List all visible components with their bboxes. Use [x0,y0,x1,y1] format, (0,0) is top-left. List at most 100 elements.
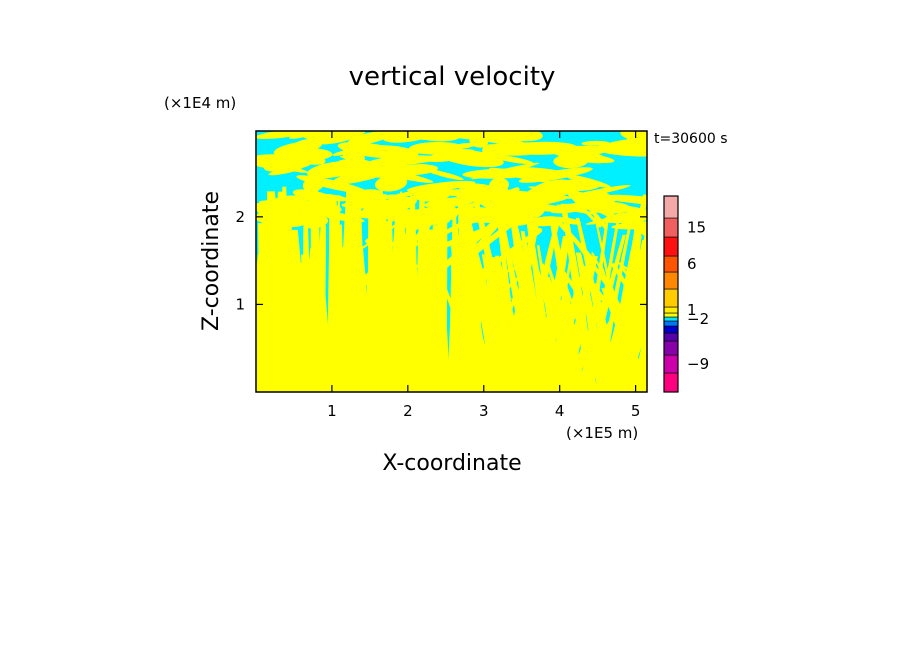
positive-cell [288,131,318,139]
positive-band [477,227,543,278]
x-tick-label: 2 [403,402,413,420]
positive-band [405,198,445,237]
positive-cell [462,168,536,179]
positive-cell [413,188,451,202]
colorbar-swatch [663,195,679,219]
colorbar-swatch [663,312,679,318]
positive-streak [404,209,417,392]
plot-area [255,130,648,393]
positive-cell [617,136,647,151]
positive-band [461,203,536,264]
positive-streak [517,326,544,392]
colorbar-swatch [663,306,679,314]
positive-cell [604,194,647,205]
positive-band [574,274,647,338]
positive-cell [600,148,647,157]
positive-band [556,262,599,324]
x-axis-title: X-coordinate [382,451,521,476]
positive-cell [545,144,608,164]
positive-cell [273,141,319,156]
positive-band [615,260,647,285]
positive-streak [369,268,381,392]
positive-streak [608,230,642,392]
positive-band [574,239,614,293]
positive-cell [563,174,611,188]
colorbar-swatch [663,320,679,327]
positive-streak [471,247,511,392]
colorbar-swatch [663,217,679,238]
colorbar-label: 15 [687,219,706,237]
positive-streak [469,201,495,392]
positive-cell [382,131,437,143]
positive-streak [549,281,583,392]
positive-band [452,273,524,337]
positive-cell [444,131,479,139]
time-label: t=30600 s [654,131,728,147]
positive-cell [302,177,324,192]
positive-streak [518,216,561,392]
colorbar-swatch [663,372,679,393]
positive-band [455,277,500,343]
positive-band [628,208,647,221]
positive-streak [543,300,577,392]
y-tick-label: 1 [235,295,245,313]
positive-cell [489,154,534,165]
colorbar-label: 1 [687,301,697,319]
x-tick-label: 4 [555,402,565,420]
x-unit-label: (×1E5 m) [566,424,638,442]
positive-cell [315,131,342,144]
positive-cell [317,193,349,202]
positive-cell [489,142,553,156]
positive-band [619,265,647,302]
colorbar-label: −2 [687,310,709,328]
positive-streak [634,322,647,392]
y-tick-label: 2 [235,208,245,226]
positive-cell [425,169,464,181]
positive-cell [263,151,318,172]
positive-cell [366,144,387,153]
positive-streak [589,197,631,392]
velocity-field [256,131,647,392]
colorbar-swatch [663,340,679,356]
positive-band [611,263,644,311]
x-tick-label: 3 [479,402,489,420]
positive-band [390,207,448,247]
colorbar-swatch [663,288,679,308]
positive-cell [339,155,401,172]
positive-band [591,252,623,310]
positive-cell [329,182,347,190]
positive-band [384,258,415,315]
positive-streak [437,249,448,392]
colorbar-label: 6 [687,255,697,273]
y-axis-ticks: 12 [235,208,647,313]
positive-streak [582,329,609,392]
positive-band [389,211,441,269]
positive-band [431,216,502,278]
positive-band [559,184,602,228]
colorbar-swatch [663,316,679,322]
colorbar: 15 6 1−2 −9 [663,195,709,393]
positive-band [447,187,520,216]
positive-streak [313,225,326,392]
positive-band [431,231,466,258]
positive-band [435,212,480,240]
chart-title: vertical velocity [349,62,556,92]
x-axis-ticks: 1 2 3 4 5 [327,131,640,420]
positive-cell [426,149,476,163]
positive-cell [347,131,392,146]
colorbar-swatch [663,332,679,342]
positive-band [365,199,415,244]
y-axis-title: Z-coordinate [199,191,224,331]
positive-cell [332,164,398,185]
positive-streak [302,218,312,392]
positive-band [474,260,537,283]
x-tick-label: 5 [631,402,641,420]
colorbar-label: −9 [687,355,709,373]
positive-streak [257,291,267,392]
positive-band [350,235,417,290]
colorbar-swatch [663,325,679,334]
positive-streak [350,271,367,392]
colorbar-swatch [663,255,679,273]
colorbar-swatch [663,236,679,257]
